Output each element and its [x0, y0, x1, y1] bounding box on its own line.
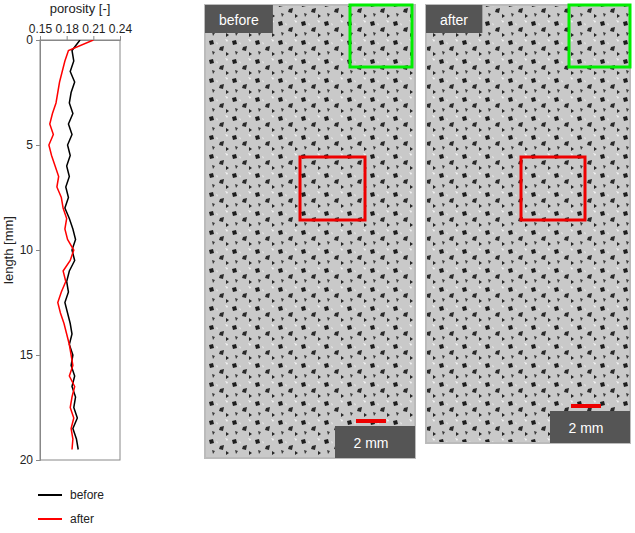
- plot-lines: [49, 40, 93, 450]
- panel-label: after: [440, 12, 468, 28]
- axis-line: [41, 36, 121, 41]
- scale-bar-label: 2 mm: [569, 420, 604, 436]
- scale-bar: [571, 404, 601, 408]
- tick-label: 0.24: [109, 22, 133, 36]
- highlight-box: [300, 157, 365, 220]
- highlight-box: [350, 5, 412, 67]
- tick: 15: [20, 348, 40, 362]
- figure: 0.150.180.210.240 5 10 15 20 porosity [-] leng…: [0, 0, 635, 533]
- tick-label: 10: [20, 243, 34, 257]
- legend-swatch: [38, 518, 62, 520]
- panel-label: before: [219, 12, 259, 28]
- legend-label: before: [70, 488, 104, 502]
- tick: 10: [20, 243, 40, 257]
- scale-box: [550, 411, 630, 443]
- tick-mark: [36, 250, 40, 251]
- image-panel: after 2 mm: [426, 5, 630, 443]
- tick-label: 0: [26, 33, 33, 47]
- axis-line: [36, 41, 41, 461]
- scale-bar: [356, 419, 386, 423]
- legend-swatch: [38, 494, 62, 496]
- image-panel: before 2 mm: [205, 5, 415, 458]
- x-axis: 0 5 10 15 20: [20, 33, 41, 467]
- legend-label: after: [70, 512, 94, 526]
- series-line: [49, 40, 93, 450]
- tick-mark: [120, 36, 121, 40]
- tick-mark: [36, 355, 40, 356]
- tick-label: 5: [26, 138, 33, 152]
- highlight-box: [521, 157, 585, 220]
- tick: 5: [26, 138, 40, 152]
- y-axis: 0.150.180.210.24: [29, 22, 133, 41]
- tick-mark: [36, 460, 40, 461]
- highlight-box: [569, 5, 630, 67]
- tick-mark: [67, 36, 68, 40]
- ct-image: [205, 5, 415, 458]
- tick-label: 15: [20, 348, 34, 362]
- label-box: [426, 5, 482, 33]
- tick: 20: [20, 453, 40, 467]
- tick-mark: [36, 145, 40, 146]
- tick: 0.21: [82, 22, 106, 40]
- tick-label: 0.21: [82, 22, 106, 36]
- series-line: [65, 40, 80, 450]
- tick-label: 0.18: [55, 22, 79, 36]
- tick-mark: [40, 36, 41, 40]
- label-box: [205, 5, 273, 33]
- plot-frame: [40, 40, 120, 460]
- scale-box: [335, 426, 415, 458]
- tick-label: 20: [20, 453, 34, 467]
- tick: 0.24: [109, 22, 133, 40]
- legend: before after: [38, 488, 104, 526]
- tick-mark: [36, 40, 40, 41]
- scale-bar-label: 2 mm: [354, 435, 389, 451]
- ct-image: [426, 5, 630, 443]
- axis-title: length [mm]: [1, 216, 16, 284]
- axis-title: porosity [-]: [50, 1, 111, 16]
- tick-mark: [93, 36, 94, 40]
- tick: 0.18: [55, 22, 79, 40]
- tick: 0: [26, 33, 40, 47]
